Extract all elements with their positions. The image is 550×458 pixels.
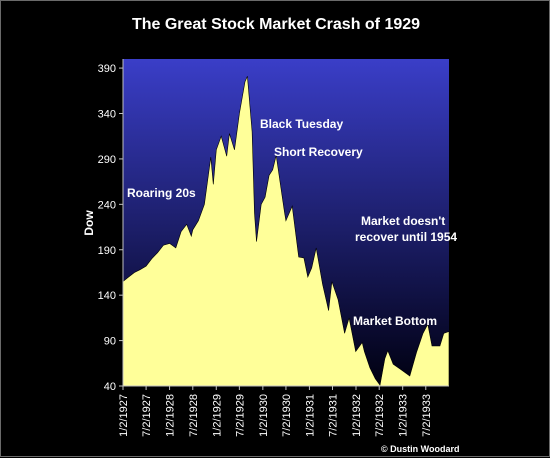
x-tick-label: 1/2/1931 [304, 394, 316, 437]
x-tick-label: 7/2/1928 [188, 394, 200, 437]
annotation-market-doesnt: Market doesn't [361, 214, 445, 228]
y-tick-label: 290 [98, 154, 116, 166]
x-tick-label: 7/2/1929 [234, 394, 246, 437]
x-tick-label: 7/2/1932 [374, 394, 386, 437]
annotation-black-tuesday: Black Tuesday [260, 117, 343, 131]
x-tick-label: 1/2/1929 [211, 394, 223, 437]
annotation-recover-until: recover until 1954 [355, 230, 457, 244]
x-tick-label: 1/2/1932 [351, 394, 363, 437]
x-axis-ticks: 1/2/1927 7/2/1927 1/2/1928 7/2/1928 1/2/1929… [118, 386, 433, 437]
x-tick-label: 7/2/1931 [328, 394, 340, 437]
x-tick-label: 1/2/1930 [258, 394, 270, 437]
y-tick-label: 90 [104, 336, 116, 348]
y-tick-label: 190 [98, 245, 116, 257]
y-tick-label: 340 [98, 109, 116, 121]
y-tick-label: 40 [104, 381, 116, 393]
x-tick-label: 7/2/1933 [421, 394, 433, 437]
x-tick-label: 7/2/1930 [281, 394, 293, 437]
y-tick-label: 390 [98, 63, 116, 75]
annotation-market-bottom: Market Bottom [353, 314, 437, 328]
copyright-credit: © Dustin Woodard [381, 444, 459, 454]
x-tick-label: 1/2/1927 [118, 394, 130, 437]
y-tick-label: 140 [98, 290, 116, 302]
x-tick-label: 1/2/1933 [398, 394, 410, 437]
annotation-short-recovery: Short Recovery [274, 145, 363, 159]
y-axis-ticks: 40 90 140 190 240 290 340 390 [98, 63, 123, 393]
y-axis-label: Dow [82, 210, 96, 236]
x-tick-label: 1/2/1928 [165, 394, 177, 437]
annotation-roaring-20s: Roaring 20s [127, 186, 196, 200]
dow-area-series [122, 76, 450, 387]
y-tick-label: 240 [98, 199, 116, 211]
x-tick-label: 7/2/1927 [141, 394, 153, 437]
chart-title: The Great Stock Market Crash of 1929 [132, 16, 420, 33]
